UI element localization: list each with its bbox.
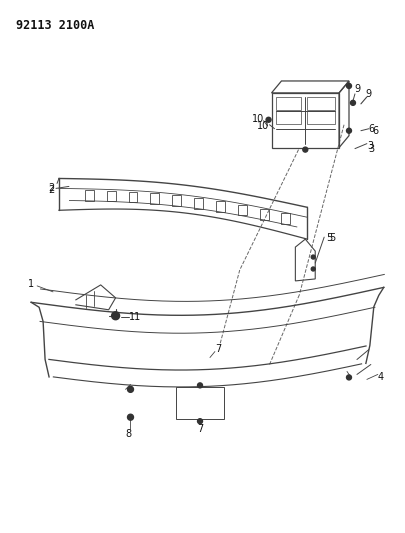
Text: 8: 8 [125,429,131,439]
Bar [215,201,224,212]
Circle shape [265,117,271,122]
Circle shape [311,267,314,271]
Circle shape [127,414,133,420]
Text: 3: 3 [367,141,373,151]
Text: 10: 10 [256,121,268,131]
Circle shape [350,100,354,106]
Bar [275,111,301,124]
Bar [307,111,334,124]
Text: 7: 7 [214,344,220,353]
Bar [194,198,202,208]
Text: 9: 9 [353,84,359,94]
Text: 5: 5 [328,233,335,243]
Bar [150,193,159,204]
Text: 10: 10 [251,114,263,124]
Bar [271,93,338,148]
Text: 92113 2100A: 92113 2100A [16,19,94,33]
Text: 5: 5 [325,233,331,243]
Text: 2: 2 [48,183,54,193]
Bar [128,191,137,203]
Circle shape [345,128,351,133]
Bar [275,97,301,110]
Bar [85,190,94,201]
Bar [237,205,246,215]
Circle shape [111,312,119,320]
Circle shape [345,375,351,380]
Circle shape [302,147,307,152]
Text: 6: 6 [368,124,374,134]
Circle shape [197,419,202,424]
Text: 1: 1 [28,279,34,289]
Text: 2: 2 [48,185,54,196]
Text: 4: 4 [377,373,383,382]
Bar [307,97,334,110]
Text: 9: 9 [365,89,371,99]
Circle shape [127,386,133,392]
Text: 7: 7 [196,424,202,434]
Bar [176,387,223,419]
Circle shape [311,255,314,259]
Bar [259,209,268,220]
Text: 3: 3 [368,143,374,154]
Bar [172,195,181,206]
Circle shape [345,84,351,88]
Bar [281,213,290,224]
Text: 11: 11 [129,312,141,322]
Text: 6: 6 [372,126,378,136]
Bar [107,190,115,201]
Circle shape [197,383,202,388]
